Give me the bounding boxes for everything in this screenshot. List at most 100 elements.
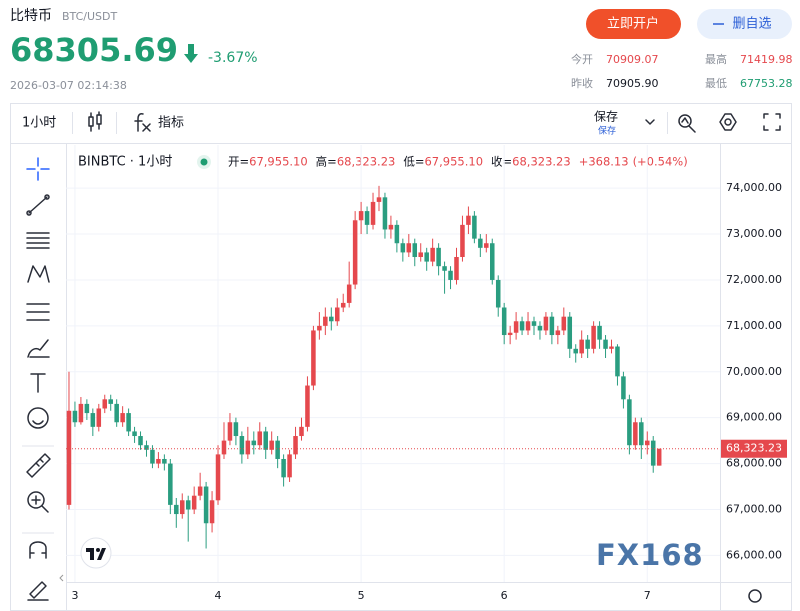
pattern-tool[interactable]	[27, 265, 50, 283]
candle-body	[561, 316, 567, 331]
candle-body	[346, 284, 352, 303]
candle-body	[209, 500, 215, 524]
candle-body	[650, 440, 656, 466]
candle-body	[352, 220, 358, 285]
candle-body	[454, 257, 459, 280]
save-menu-icon[interactable]	[645, 119, 655, 125]
candle-body	[245, 440, 251, 455]
lock-tool[interactable]	[27, 581, 49, 601]
candle-body	[591, 325, 596, 349]
zoom-plus	[31, 495, 49, 513]
settings-icon[interactable]	[719, 113, 737, 131]
legend-label: 收=	[491, 155, 512, 169]
candle-body	[489, 243, 495, 280]
brush-tool[interactable]	[27, 339, 50, 358]
y-tick-label: 67,000.00	[726, 502, 782, 515]
candle-body	[573, 348, 578, 354]
y-tick-label: 71,000.00	[726, 319, 782, 332]
candle-body	[633, 422, 638, 446]
trendline-tool[interactable]	[28, 196, 48, 214]
fullscreen-icon[interactable]	[763, 113, 781, 131]
measure-tool[interactable]	[26, 453, 51, 478]
stat-label: 最低	[705, 77, 727, 90]
candle-body	[603, 339, 608, 349]
candle-body	[388, 224, 394, 230]
candle-body	[179, 500, 185, 515]
x-tick-label: 4	[215, 589, 222, 602]
emoji-smile	[32, 420, 44, 425]
candle-body	[287, 454, 292, 478]
candle-body	[609, 346, 614, 349]
candle-body	[382, 197, 388, 230]
candle-body	[275, 440, 280, 459]
candle-body	[621, 376, 626, 400]
collapse-icon[interactable]	[59, 574, 64, 582]
candle-body	[227, 422, 233, 441]
candle-body	[340, 302, 346, 308]
candle-body	[460, 224, 465, 258]
candle-body	[472, 215, 477, 239]
candle-type-icon[interactable]	[88, 111, 102, 132]
tool-dot	[26, 210, 32, 216]
candle-body	[507, 332, 513, 336]
candle-body	[78, 403, 84, 423]
x-tick-label: 5	[358, 589, 365, 602]
y-tick-label: 74,000.00	[726, 181, 782, 194]
interval[interactable]: 1小时	[22, 116, 56, 131]
candle-body	[162, 458, 167, 464]
candle-body	[257, 431, 263, 446]
candle-body	[323, 316, 328, 326]
candle-body	[597, 325, 602, 340]
candle-body	[555, 330, 561, 336]
open-account-button[interactable]: 立即开户	[586, 9, 681, 39]
status-dot	[200, 158, 208, 166]
remove-watch-button[interactable]: 删自选	[697, 9, 792, 39]
candle-body	[495, 279, 501, 308]
candle-body	[251, 440, 257, 446]
indicator-icon[interactable]	[134, 113, 151, 132]
stat-value: 67753.28	[740, 77, 793, 90]
candle-body	[466, 215, 471, 225]
magnet-tool[interactable]	[29, 541, 47, 559]
candle-body	[430, 247, 435, 262]
candle-body	[448, 270, 453, 280]
candle-body	[519, 321, 525, 331]
candle-body	[424, 252, 429, 262]
candle-body	[126, 413, 131, 432]
timestamp: 2026-03-07 02:14:38	[10, 79, 127, 92]
fib-tool[interactable]	[26, 232, 50, 249]
quick-search-icon[interactable]	[678, 114, 696, 133]
y-tick-label: 68,000.00	[726, 457, 782, 470]
candle-body	[138, 436, 143, 446]
chart-frame	[10, 103, 792, 611]
candle-body	[150, 449, 155, 464]
tv-logo	[80, 537, 112, 569]
zoom-tool[interactable]	[27, 491, 45, 509]
axis-settings-icon[interactable]	[748, 589, 762, 603]
candle-body	[418, 252, 423, 258]
save[interactable]: 保存	[594, 110, 618, 124]
legend-value: 68,323.23	[512, 155, 571, 169]
stat-label: 最高	[705, 52, 727, 66]
candle-body	[102, 399, 108, 409]
candle-body	[66, 410, 72, 505]
candle-body	[174, 504, 179, 515]
candle-body	[191, 495, 197, 510]
down-arrow	[184, 44, 198, 63]
candle-body	[96, 408, 102, 427]
crosshair-tool[interactable]	[26, 157, 50, 181]
button-bg	[697, 9, 792, 39]
text-tool[interactable]	[30, 373, 46, 393]
indicators[interactable]: 指标	[158, 116, 184, 131]
button-label: 立即开户	[607, 16, 659, 32]
legend-value: 68,323.23	[337, 155, 396, 169]
drawing-tools	[26, 157, 51, 601]
legend-label: +368.13	[579, 155, 629, 169]
y-tick-label: 69,000.00	[726, 411, 782, 424]
emoji-tool[interactable]	[27, 407, 49, 429]
projection-tool[interactable]	[26, 303, 50, 321]
candle-body	[203, 486, 209, 524]
candle-body	[501, 307, 507, 336]
